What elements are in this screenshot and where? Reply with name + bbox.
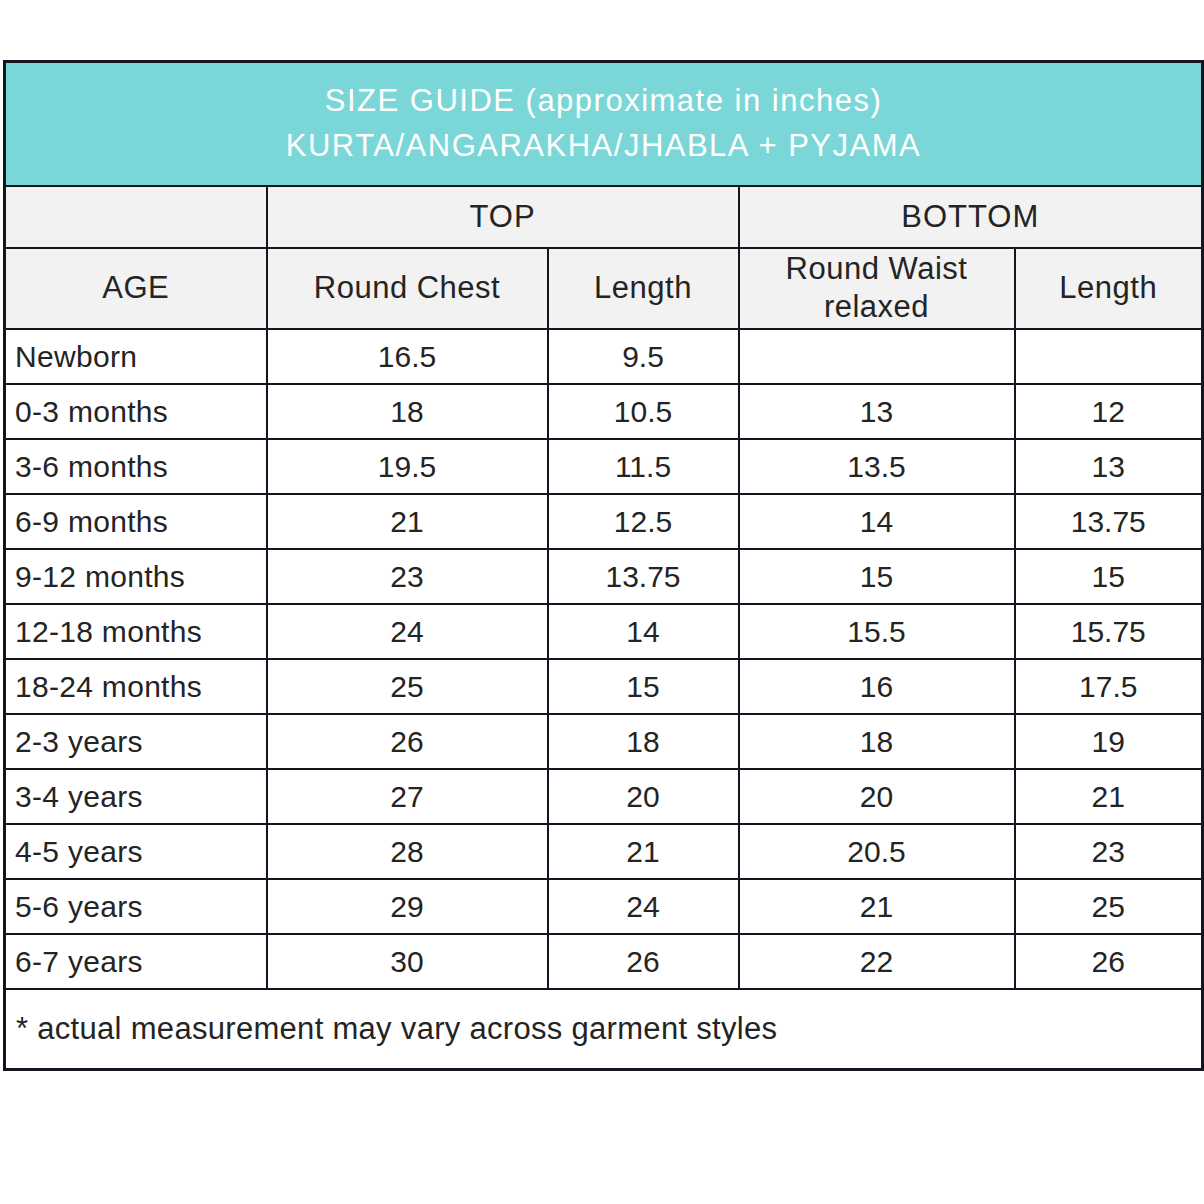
age-cell: 3-6 months: [5, 439, 267, 494]
value-cell: 13: [739, 384, 1015, 439]
page: SIZE GUIDE (approximate in inches) KURTA…: [0, 0, 1204, 1204]
age-cell: 3-4 years: [5, 769, 267, 824]
value-cell: 24: [548, 879, 739, 934]
column-header-bottom-length: Length: [1015, 248, 1203, 330]
size-guide-table: SIZE GUIDE (approximate in inches) KURTA…: [3, 60, 1204, 1071]
age-cell: 12-18 months: [5, 604, 267, 659]
value-cell: 16: [739, 659, 1015, 714]
group-header-top: TOP: [267, 186, 739, 248]
age-cell: 18-24 months: [5, 659, 267, 714]
age-cell: 9-12 months: [5, 549, 267, 604]
footnote-row: * actual measurement may vary across gar…: [5, 989, 1203, 1069]
group-header-row: TOP BOTTOM: [5, 186, 1203, 248]
value-cell: 15.5: [739, 604, 1015, 659]
value-cell: 29: [267, 879, 548, 934]
column-header-round-waist-label: Round Waist relaxed: [762, 250, 992, 328]
value-cell: 14: [739, 494, 1015, 549]
title-band: SIZE GUIDE (approximate in inches) KURTA…: [5, 62, 1203, 186]
value-cell: 20: [548, 769, 739, 824]
value-cell: 21: [739, 879, 1015, 934]
value-cell: 28: [267, 824, 548, 879]
table-row: 12-18 months241415.515.75: [5, 604, 1203, 659]
title-line-2: KURTA/ANGARAKHA/JHABLA + PYJAMA: [7, 124, 1200, 169]
table-row: 4-5 years282120.523: [5, 824, 1203, 879]
value-cell: 20: [739, 769, 1015, 824]
value-cell: 17.5: [1015, 659, 1203, 714]
value-cell: 25: [267, 659, 548, 714]
value-cell: 21: [267, 494, 548, 549]
group-header-empty-cell: [5, 186, 267, 248]
title-row: SIZE GUIDE (approximate in inches) KURTA…: [5, 62, 1203, 186]
age-cell: 2-3 years: [5, 714, 267, 769]
age-cell: 5-6 years: [5, 879, 267, 934]
age-cell: 4-5 years: [5, 824, 267, 879]
value-cell: 11.5: [548, 439, 739, 494]
value-cell: 27: [267, 769, 548, 824]
age-cell: Newborn: [5, 329, 267, 384]
value-cell: 16.5: [267, 329, 548, 384]
value-cell: 18: [548, 714, 739, 769]
value-cell: 18: [267, 384, 548, 439]
value-cell: 30: [267, 934, 548, 989]
value-cell: 15: [739, 549, 1015, 604]
value-cell: [739, 329, 1015, 384]
value-cell: 21: [1015, 769, 1203, 824]
value-cell: 25: [1015, 879, 1203, 934]
value-cell: 26: [267, 714, 548, 769]
value-cell: 18: [739, 714, 1015, 769]
age-cell: 6-9 months: [5, 494, 267, 549]
value-cell: 24: [267, 604, 548, 659]
value-cell: 13.75: [548, 549, 739, 604]
table-row: Newborn16.59.5: [5, 329, 1203, 384]
age-cell: 0-3 months: [5, 384, 267, 439]
value-cell: 20.5: [739, 824, 1015, 879]
value-cell: 12: [1015, 384, 1203, 439]
table-body: Newborn16.59.50-3 months1810.513123-6 mo…: [5, 329, 1203, 989]
value-cell: 19: [1015, 714, 1203, 769]
age-cell: 6-7 years: [5, 934, 267, 989]
column-header-round-chest: Round Chest: [267, 248, 548, 330]
value-cell: 13: [1015, 439, 1203, 494]
column-header-round-waist: Round Waist relaxed: [739, 248, 1015, 330]
column-header-age: AGE: [5, 248, 267, 330]
value-cell: 23: [267, 549, 548, 604]
table-row: 5-6 years29242125: [5, 879, 1203, 934]
value-cell: 10.5: [548, 384, 739, 439]
value-cell: 22: [739, 934, 1015, 989]
table-row: 9-12 months2313.751515: [5, 549, 1203, 604]
value-cell: 26: [548, 934, 739, 989]
value-cell: [1015, 329, 1203, 384]
table-row: 3-4 years27202021: [5, 769, 1203, 824]
title-line-1: SIZE GUIDE (approximate in inches): [7, 79, 1200, 124]
value-cell: 26: [1015, 934, 1203, 989]
value-cell: 14: [548, 604, 739, 659]
value-cell: 15: [1015, 549, 1203, 604]
table-row: 3-6 months19.511.513.513: [5, 439, 1203, 494]
group-header-bottom: BOTTOM: [739, 186, 1203, 248]
footnote-text: * actual measurement may vary across gar…: [5, 989, 1203, 1069]
value-cell: 23: [1015, 824, 1203, 879]
value-cell: 13.5: [739, 439, 1015, 494]
column-header-top-length: Length: [548, 248, 739, 330]
value-cell: 12.5: [548, 494, 739, 549]
value-cell: 13.75: [1015, 494, 1203, 549]
value-cell: 9.5: [548, 329, 739, 384]
column-header-row: AGE Round Chest Length Round Waist relax…: [5, 248, 1203, 330]
table-row: 6-9 months2112.51413.75: [5, 494, 1203, 549]
table-row: 18-24 months25151617.5: [5, 659, 1203, 714]
value-cell: 21: [548, 824, 739, 879]
value-cell: 15.75: [1015, 604, 1203, 659]
value-cell: 15: [548, 659, 739, 714]
table-row: 2-3 years26181819: [5, 714, 1203, 769]
value-cell: 19.5: [267, 439, 548, 494]
table-row: 6-7 years30262226: [5, 934, 1203, 989]
table-row: 0-3 months1810.51312: [5, 384, 1203, 439]
